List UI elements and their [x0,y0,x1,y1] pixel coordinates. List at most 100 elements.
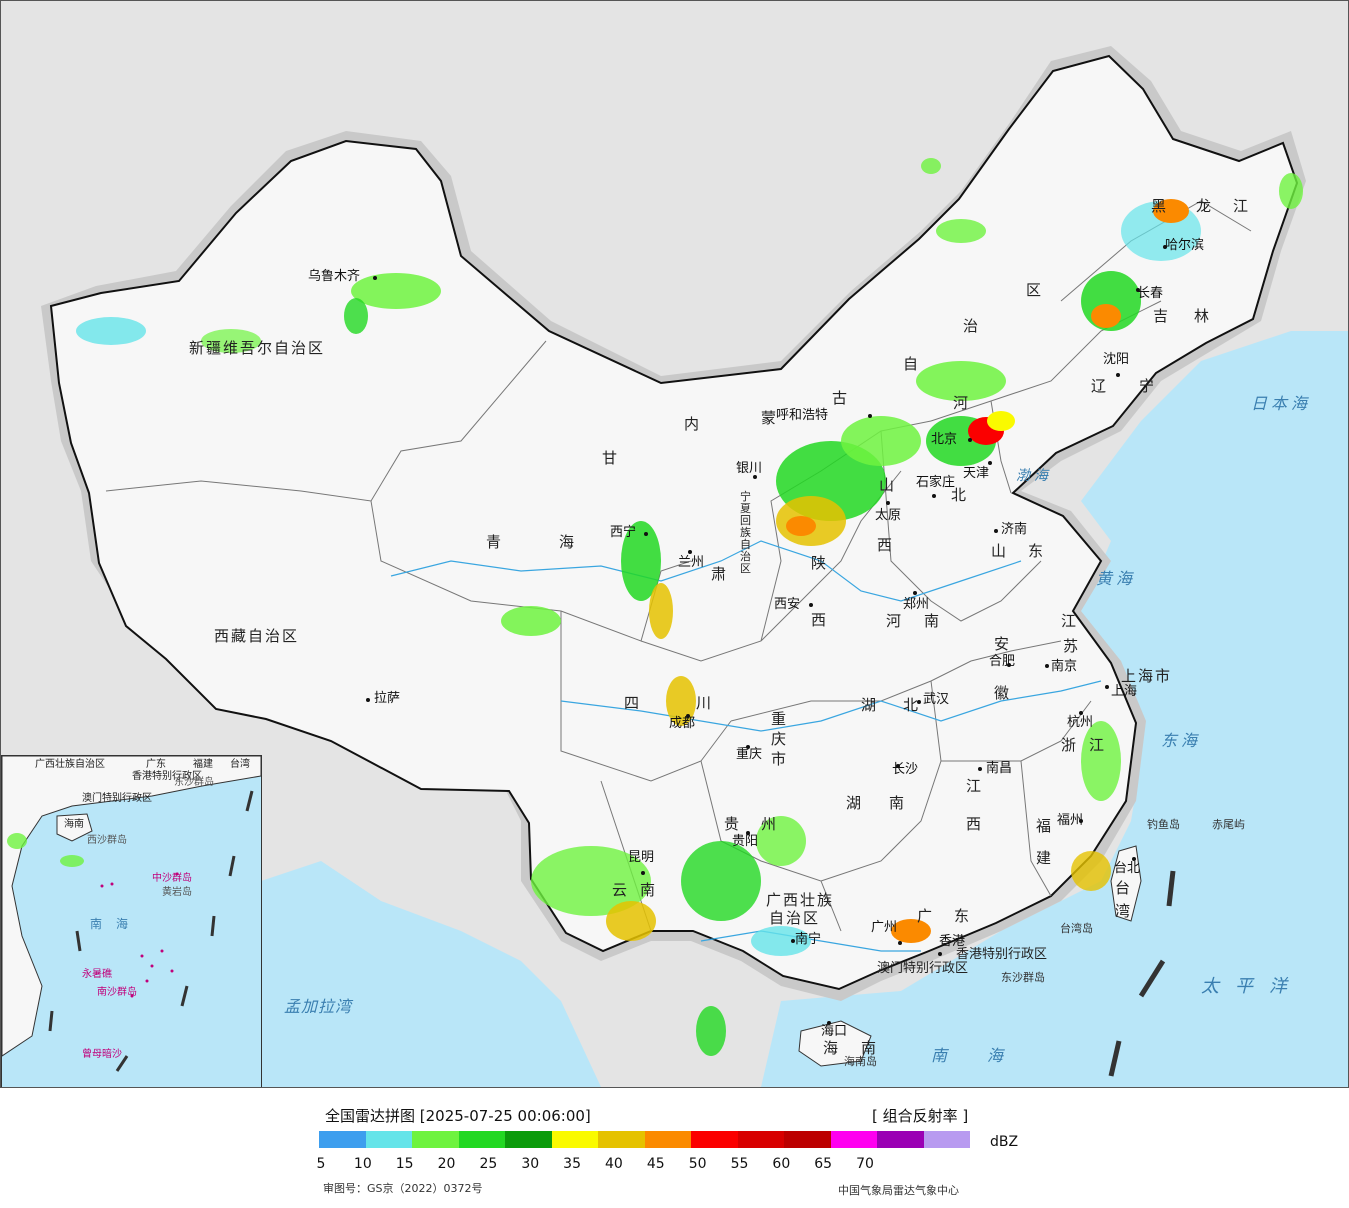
island-chiwei: 赤尾屿 [1212,818,1245,831]
prov-fujian-1: 福 [1036,817,1054,835]
city-dot-chongqing [746,745,750,749]
legend-tick-label: 60 [772,1156,791,1172]
city-nanning: 南宁 [795,932,822,947]
prov-guangdong-2: 东 [954,907,972,925]
city-dot-nanchang [978,767,982,771]
inset-yongshu: 永暑礁 [82,969,112,980]
prov-zhejiang-2: 江 [1089,736,1107,754]
city-dot-jinan [994,529,998,533]
prov-anhui-2: 徽 [994,684,1012,702]
city-dot-shijiazhuang [932,494,936,498]
legend-swatch [458,1131,505,1148]
city-dot-changchun [1136,288,1140,292]
city-changchun: 长春 [1137,286,1164,301]
prov-jilin-1: 吉 [1153,307,1171,325]
city-dot-taipei [1132,857,1136,861]
legend-tick-label: 65 [814,1156,833,1172]
legend-tick-label: 10 [353,1156,372,1172]
city-dot-nanjing [1045,664,1049,668]
sea-east [761,331,1348,1087]
legend-swatch [784,1131,831,1148]
prov-gansu-2: 肃 [711,565,729,583]
color-legend [319,1131,970,1148]
city-harbin: 哈尔滨 [1165,238,1205,253]
city-chongqing: 重庆 [736,747,763,762]
city-lanzhou: 兰州 [678,555,705,570]
prov-guangxi-1: 广西壮族 [766,891,835,909]
prov-shanxi-1: 山 [879,476,897,494]
sea-bengal: 孟加拉湾 [284,997,353,1016]
prov-zhejiang-1: 浙 [1061,736,1079,754]
sea-japan: 日本海 [1251,394,1312,413]
city-dot-changsha [896,764,900,768]
city-hohhot: 呼和浩特 [776,408,829,423]
city-guiyang: 贵阳 [732,834,759,849]
prov-hebei-1: 河 [953,394,971,412]
prov-nmg-1: 内 [684,415,702,433]
city-dot-lanzhou [688,550,692,554]
city-dot-lhasa [366,698,370,702]
legend-tick-label: 45 [646,1156,665,1172]
island-dongsha: 东沙群岛 [1001,971,1045,984]
legend-tick-label: 50 [688,1156,707,1172]
legend-tick-label: 70 [856,1156,874,1172]
city-dot-shanghai [1105,685,1109,689]
city-dot-nanning [791,939,795,943]
prov-hunan-1: 湖 [846,794,864,812]
city-fuzhou: 福州 [1057,813,1084,828]
prov-guizhou-2: 州 [761,815,779,833]
city-dot-urumqi [373,276,377,280]
prov-henan-2: 南 [924,612,942,630]
prov-hlj-3: 江 [1233,197,1251,215]
city-shijiazhuang: 石家庄 [916,475,956,490]
legend-swatch [365,1131,412,1148]
inset-canvas [2,756,261,1072]
prov-shandong-1: 山 [991,542,1009,560]
city-dot-wuhan [917,700,921,704]
city-kunming: 昆明 [628,850,655,865]
prov-nmg-6: 区 [1026,281,1044,299]
city-dot-hongkong [938,952,942,956]
prov-yunnan-1: 云 [612,881,630,899]
prov-nmg-3: 古 [832,389,850,407]
legend-tick-label: 20 [437,1156,456,1172]
approval-number: 审图号：GS京（2022）0372号 [323,1182,483,1195]
legend-swatch [737,1131,784,1148]
prov-jiangxi-2: 西 [966,815,984,833]
legend-swatch [598,1131,645,1148]
inset-zhongsha: 中沙群岛 [152,873,192,884]
prov-hainan-2: 南 [861,1039,879,1057]
city-tianjin: 天津 [963,466,990,481]
prov-fujian-2: 建 [1036,849,1054,867]
city-dot-zhengzhou [913,591,917,595]
city-lhasa: 拉萨 [374,691,401,706]
taiwan-island [1110,845,1142,922]
map-canvas [41,46,1348,1087]
prov-yunnan-2: 南 [640,881,658,899]
city-hangzhou: 杭州 [1067,715,1094,730]
legend-swatch [830,1131,877,1148]
city-guangzhou: 广州 [871,920,898,935]
city-dot-xining [644,532,648,536]
legend-tick-label: 25 [479,1156,498,1172]
city-zhengzhou: 郑州 [903,597,930,612]
city-shenyang: 沈阳 [1103,352,1130,367]
inset-guangdong: 广东 [146,759,166,770]
prov-taiwan-2: 湾 [1115,902,1133,920]
city-dot-hefei [1007,663,1011,667]
prov-guizhou-1: 贵 [724,815,742,833]
island-taiwan: 台湾岛 [1060,922,1093,935]
sea-nanhai: 南海 [931,1046,1044,1065]
product-name: [ 组合反射率 ] [872,1107,969,1125]
prov-hubei-2: 北 [903,696,921,714]
city-xining: 西宁 [610,525,637,540]
inset-guangxi: 广西壮族自治区 [35,759,105,770]
sea-huanghai: 黄海 [1096,569,1137,588]
city-beijing: 北京 [931,432,958,447]
prov-taiwan-1: 台 [1115,879,1133,897]
prov-guangdong-1: 广 [917,907,935,925]
sea-bay [261,861,601,1087]
legend-swatch [319,1131,366,1148]
prov-henan-1: 河 [886,612,904,630]
legend-tick-label: 55 [730,1156,749,1172]
